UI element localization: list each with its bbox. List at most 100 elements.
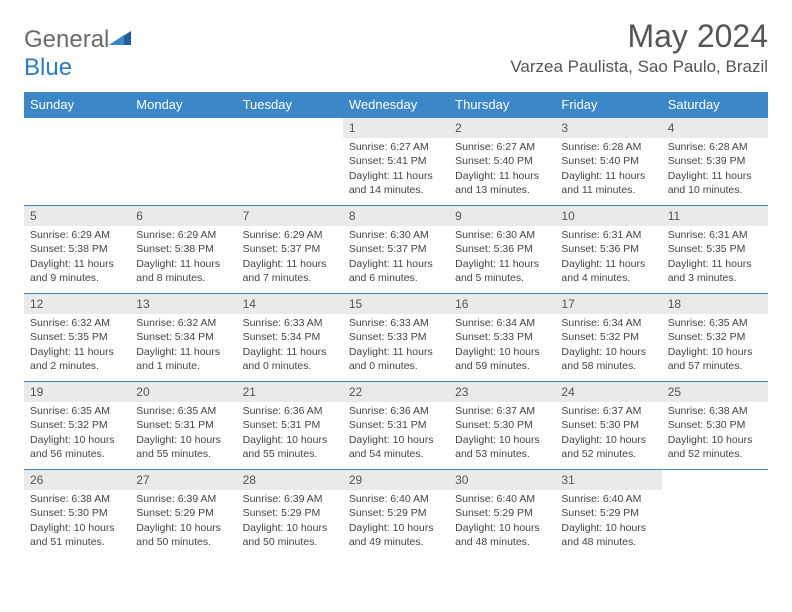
calendar-day: .. — [130, 118, 236, 206]
logo-part1: General — [24, 26, 109, 53]
day-daylight: Daylight: 10 hours and 50 minutes. — [243, 521, 337, 549]
day-sunset: Sunset: 5:38 PM — [136, 242, 230, 256]
calendar-day: 2Sunrise: 6:27 AMSunset: 5:40 PMDaylight… — [449, 118, 555, 206]
day-number: 29 — [343, 470, 449, 490]
title-block: May 2024 Varzea Paulista, Sao Paulo, Bra… — [510, 18, 768, 77]
day-sunset: Sunset: 5:36 PM — [455, 242, 549, 256]
day-body: Sunrise: 6:27 AMSunset: 5:40 PMDaylight:… — [449, 138, 555, 201]
day-sunset: Sunset: 5:29 PM — [136, 506, 230, 520]
day-sunset: Sunset: 5:38 PM — [30, 242, 124, 256]
day-number: 5 — [24, 206, 130, 226]
day-daylight: Daylight: 11 hours and 5 minutes. — [455, 257, 549, 285]
day-sunrise: Sunrise: 6:29 AM — [243, 228, 337, 242]
day-sunset: Sunset: 5:37 PM — [349, 242, 443, 256]
day-sunrise: Sunrise: 6:27 AM — [455, 140, 549, 154]
day-sunset: Sunset: 5:31 PM — [243, 418, 337, 432]
weekday-header: Thursday — [449, 92, 555, 118]
day-number: 26 — [24, 470, 130, 490]
day-number: 7 — [237, 206, 343, 226]
day-daylight: Daylight: 10 hours and 55 minutes. — [243, 433, 337, 461]
day-sunrise: Sunrise: 6:39 AM — [243, 492, 337, 506]
day-sunrise: Sunrise: 6:29 AM — [136, 228, 230, 242]
day-number: 20 — [130, 382, 236, 402]
day-sunrise: Sunrise: 6:30 AM — [349, 228, 443, 242]
day-daylight: Daylight: 11 hours and 2 minutes. — [30, 345, 124, 373]
day-number: 21 — [237, 382, 343, 402]
day-body: Sunrise: 6:29 AMSunset: 5:37 PMDaylight:… — [237, 226, 343, 289]
day-number: 31 — [555, 470, 661, 490]
calendar-day: 6Sunrise: 6:29 AMSunset: 5:38 PMDaylight… — [130, 206, 236, 294]
day-sunset: Sunset: 5:35 PM — [30, 330, 124, 344]
weekday-header: Wednesday — [343, 92, 449, 118]
day-daylight: Daylight: 11 hours and 9 minutes. — [30, 257, 124, 285]
calendar-day: 31 Sunrise: 6:40 AMSunset: 5:29 PMDayligh… — [555, 470, 661, 558]
day-number: 16 — [449, 294, 555, 314]
day-number: 28 — [237, 470, 343, 490]
day-number: 23 — [449, 382, 555, 402]
day-sunrise: Sunrise: 6:34 AM — [561, 316, 655, 330]
day-daylight: Daylight: 10 hours and 54 minutes. — [349, 433, 443, 461]
day-sunrise: Sunrise: 6:31 AM — [668, 228, 762, 242]
day-sunrise: Sunrise: 6:35 AM — [30, 404, 124, 418]
calendar-day: 11Sunrise: 6:31 AMSunset: 5:35 PMDayligh… — [662, 206, 768, 294]
calendar-week: 19Sunrise: 6:35 AMSunset: 5:32 PMDayligh… — [24, 382, 768, 470]
day-sunset: Sunset: 5:31 PM — [349, 418, 443, 432]
calendar-day: 28 Sunrise: 6:39 AMSunset: 5:29 PMDayligh… — [237, 470, 343, 558]
day-sunset: Sunset: 5:29 PM — [561, 506, 655, 520]
day-body: Sunrise: 6:32 AMSunset: 5:34 PMDaylight:… — [130, 314, 236, 377]
day-daylight: Daylight: 11 hours and 1 minute. — [136, 345, 230, 373]
calendar-day: 23Sunrise: 6:37 AMSunset: 5:30 PMDayligh… — [449, 382, 555, 470]
day-sunrise: Sunrise: 6:35 AM — [136, 404, 230, 418]
day-sunset: Sunset: 5:34 PM — [243, 330, 337, 344]
calendar-week: 5Sunrise: 6:29 AMSunset: 5:38 PMDaylight… — [24, 206, 768, 294]
logo-triangle-icon — [109, 29, 131, 47]
day-number: 17 — [555, 294, 661, 314]
day-body: Sunrise: 6:31 AMSunset: 5:35 PMDaylight:… — [662, 226, 768, 289]
calendar-day: 16Sunrise: 6:34 AMSunset: 5:33 PMDayligh… — [449, 294, 555, 382]
calendar-day: 3Sunrise: 6:28 AMSunset: 5:40 PMDaylight… — [555, 118, 661, 206]
day-sunrise: Sunrise: 6:28 AM — [668, 140, 762, 154]
day-number: 19 — [24, 382, 130, 402]
day-sunrise: Sunrise: 6:40 AM — [561, 492, 655, 506]
calendar-day: 24Sunrise: 6:37 AMSunset: 5:30 PMDayligh… — [555, 382, 661, 470]
day-body: Sunrise: 6:37 AMSunset: 5:30 PMDaylight:… — [555, 402, 661, 465]
calendar-day: 13Sunrise: 6:32 AMSunset: 5:34 PMDayligh… — [130, 294, 236, 382]
calendar-day: 12Sunrise: 6:32 AMSunset: 5:35 PMDayligh… — [24, 294, 130, 382]
calendar-day: 30Sunrise: 6:40 AMSunset: 5:29 PMDayligh… — [449, 470, 555, 558]
day-daylight: Daylight: 10 hours and 48 minutes. — [561, 521, 655, 549]
calendar-week: ......1Sunrise: 6:27 AMSunset: 5:41 PMDa… — [24, 118, 768, 206]
day-daylight: Daylight: 10 hours and 57 minutes. — [668, 345, 762, 373]
day-number: 18 — [662, 294, 768, 314]
calendar-day: 26Sunrise: 6:38 AMSunset: 5:30 PMDayligh… — [24, 470, 130, 558]
day-sunrise: Sunrise: 6:29 AM — [30, 228, 124, 242]
weekday-header: Saturday — [662, 92, 768, 118]
day-daylight: Daylight: 10 hours and 50 minutes. — [136, 521, 230, 549]
day-sunrise: Sunrise: 6:31 AM — [561, 228, 655, 242]
day-sunset: Sunset: 5:30 PM — [30, 506, 124, 520]
day-body: Sunrise: 6:29 AMSunset: 5:38 PMDaylight:… — [24, 226, 130, 289]
day-sunset: Sunset: 5:30 PM — [668, 418, 762, 432]
calendar-day: 8Sunrise: 6:30 AMSunset: 5:37 PMDaylight… — [343, 206, 449, 294]
day-number: 3 — [555, 118, 661, 138]
day-daylight: Daylight: 10 hours and 49 minutes. — [349, 521, 443, 549]
day-body: Sunrise: 6:36 AMSunset: 5:31 PMDaylight:… — [237, 402, 343, 465]
day-daylight: Daylight: 11 hours and 13 minutes. — [455, 169, 549, 197]
calendar-day: 1Sunrise: 6:27 AMSunset: 5:41 PMDaylight… — [343, 118, 449, 206]
day-number: 9 — [449, 206, 555, 226]
day-sunrise: Sunrise: 6:39 AM — [136, 492, 230, 506]
day-body: Sunrise: 6:30 AMSunset: 5:36 PMDaylight:… — [449, 226, 555, 289]
calendar-day: 4Sunrise: 6:28 AMSunset: 5:39 PMDaylight… — [662, 118, 768, 206]
day-body: Sunrise: 6:35 AMSunset: 5:32 PMDaylight:… — [662, 314, 768, 377]
day-sunrise: Sunrise: 6:33 AM — [243, 316, 337, 330]
day-sunrise: Sunrise: 6:38 AM — [668, 404, 762, 418]
calendar-day: 9Sunrise: 6:30 AMSunset: 5:36 PMDaylight… — [449, 206, 555, 294]
calendar-body: ......1Sunrise: 6:27 AMSunset: 5:41 PMDa… — [24, 118, 768, 558]
day-sunset: Sunset: 5:29 PM — [243, 506, 337, 520]
calendar-day: 15Sunrise: 6:33 AMSunset: 5:33 PMDayligh… — [343, 294, 449, 382]
day-body: Sunrise: 6:30 AMSunset: 5:37 PMDaylight:… — [343, 226, 449, 289]
month-title: May 2024 — [510, 18, 768, 55]
calendar-day: 18Sunrise: 6:35 AMSunset: 5:32 PMDayligh… — [662, 294, 768, 382]
day-sunset: Sunset: 5:41 PM — [349, 154, 443, 168]
day-body: Sunrise: 6:31 AMSunset: 5:36 PMDaylight:… — [555, 226, 661, 289]
calendar-day: 17Sunrise: 6:34 AMSunset: 5:32 PMDayligh… — [555, 294, 661, 382]
